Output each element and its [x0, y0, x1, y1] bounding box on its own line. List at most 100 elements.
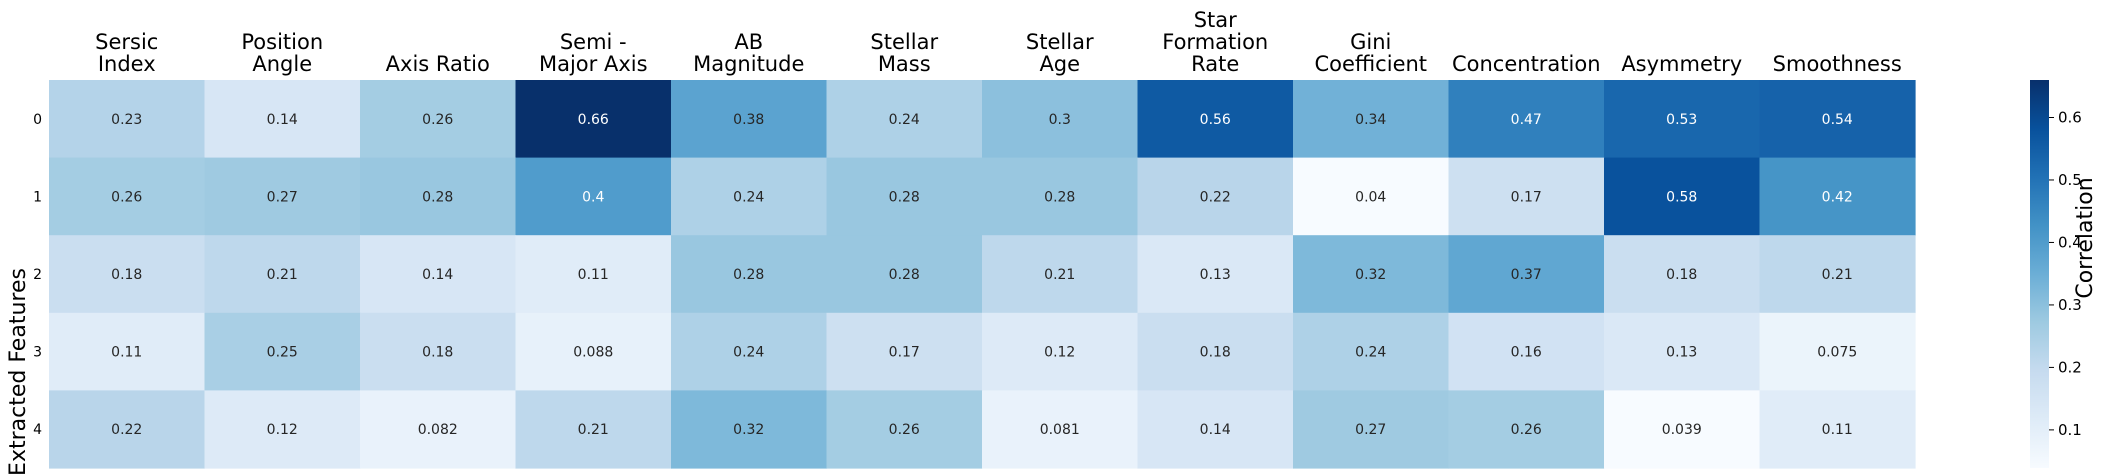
cell-value-label: 0.22	[111, 422, 142, 438]
heatmap-cell	[204, 312, 361, 391]
cell-value-label: 0.12	[1044, 345, 1075, 361]
cell-value-label: 0.11	[1822, 422, 1853, 438]
cell-value-label: 0.23	[111, 112, 142, 128]
heatmap-cell	[826, 157, 983, 236]
cell-value-label: 0.54	[1822, 112, 1853, 128]
row-labels: 0 1 2 3 4	[33, 112, 42, 438]
colorbar-tick-label: 0.3	[2058, 296, 2082, 314]
column-label-line: Rate	[1191, 52, 1239, 76]
cell-value-label: 0.22	[1200, 189, 1231, 205]
cell-value-label: 0.32	[733, 422, 764, 438]
cell-value-label: 0.21	[578, 422, 609, 438]
heatmap-cell	[1759, 390, 1916, 469]
cell-value-label: 0.081	[1040, 422, 1080, 438]
cell-value-label: 0.25	[267, 345, 298, 361]
colorbar-tick-label: 0.5	[2058, 171, 2082, 189]
cell-value-label: 0.28	[422, 189, 453, 205]
column-label-line: Index	[98, 52, 156, 76]
heatmap-cell	[1604, 390, 1761, 469]
cell-value-label: 0.24	[733, 189, 764, 205]
cell-value-label: 0.088	[573, 345, 613, 361]
heatmap-cell	[1604, 235, 1761, 314]
row-tick-label: 0	[33, 112, 42, 128]
heatmap-cell	[49, 80, 206, 159]
heatmap-cell	[360, 80, 517, 159]
heatmap-cell	[515, 235, 672, 314]
heatmap-cell	[360, 390, 517, 469]
heatmap-cell	[1293, 157, 1450, 236]
column-label-line: AB	[734, 30, 763, 54]
column-label-line: Semi -	[560, 30, 627, 54]
cell-value-label: 0.17	[889, 345, 920, 361]
column-label-line: Smoothness	[1773, 52, 1902, 76]
heatmap-cell	[982, 235, 1139, 314]
cell-value-label: 0.039	[1662, 422, 1702, 438]
cell-value-label: 0.24	[1355, 345, 1386, 361]
cell-value-label: 0.21	[1044, 267, 1075, 283]
cell-value-label: 0.14	[1200, 422, 1231, 438]
cell-value-label: 0.18	[1666, 267, 1697, 283]
heatmap-cell	[49, 312, 206, 391]
cell-value-label: 0.32	[1355, 267, 1386, 283]
heatmap-cell	[671, 390, 828, 469]
column-label-line: Position	[241, 30, 323, 54]
cell-value-label: 0.56	[1200, 112, 1231, 128]
heatmap-cell	[515, 390, 672, 469]
column-label-line: Formation	[1162, 30, 1268, 54]
heatmap-cell	[515, 80, 672, 159]
heatmap-cell	[360, 157, 517, 236]
cell-value-label: 0.66	[578, 112, 609, 128]
heatmap-cell	[1293, 80, 1450, 159]
heatmap-cell	[826, 312, 983, 391]
cell-value-label: 0.13	[1200, 267, 1231, 283]
heatmap-cell	[49, 235, 206, 314]
cell-value-label: 0.16	[1511, 345, 1542, 361]
heatmap-cell	[204, 157, 361, 236]
column-label-line: Age	[1039, 52, 1080, 76]
colorbar-tick-label: 0.1	[2058, 421, 2082, 439]
column-label: Smoothness	[1773, 52, 1902, 76]
heatmap-cell	[1293, 312, 1450, 391]
cell-value-label: 0.082	[418, 422, 458, 438]
cell-value-label: 0.21	[1822, 267, 1853, 283]
heatmap-cell	[515, 157, 672, 236]
heatmap-cell	[49, 157, 206, 236]
heatmap-cell	[826, 80, 983, 159]
cell-value-label: 0.24	[733, 345, 764, 361]
column-label-line: Angle	[252, 52, 312, 76]
heatmap-cell	[1293, 390, 1450, 469]
column-label-line: Star	[1194, 8, 1237, 32]
heatmap-cell	[1137, 312, 1294, 391]
colorbar-title: Correlation	[2073, 177, 2098, 298]
column-label-line: Stellar	[870, 30, 938, 54]
cell-value-label: 0.13	[1666, 345, 1697, 361]
colorbar-tick-label: 0.2	[2058, 358, 2082, 376]
heatmap-cell	[1137, 157, 1294, 236]
heatmap-cell	[671, 235, 828, 314]
colorbar: 0.1 0.2 0.3 0.4 0.5 0.6	[2030, 80, 2082, 468]
cell-value-label: 0.24	[889, 112, 920, 128]
heatmap-cell	[982, 312, 1139, 391]
heatmap-cell	[982, 80, 1139, 159]
column-label: Semi -Major Axis	[539, 30, 648, 76]
column-label: Concentration	[1452, 52, 1601, 76]
column-label: Axis Ratio	[386, 52, 490, 76]
heatmap-cell	[1759, 80, 1916, 159]
cell-value-label: 0.26	[1511, 422, 1542, 438]
heatmap-cell	[826, 235, 983, 314]
cell-value-label: 0.26	[422, 112, 453, 128]
column-label-line: Concentration	[1452, 52, 1601, 76]
heatmap-cell	[1759, 157, 1916, 236]
heatmap-cell	[671, 80, 828, 159]
cell-value-label: 0.14	[267, 112, 298, 128]
heatmap-cell	[1448, 312, 1605, 391]
row-tick-label: 4	[33, 422, 42, 438]
heatmap-cell	[360, 235, 517, 314]
heatmap-cell	[1137, 390, 1294, 469]
